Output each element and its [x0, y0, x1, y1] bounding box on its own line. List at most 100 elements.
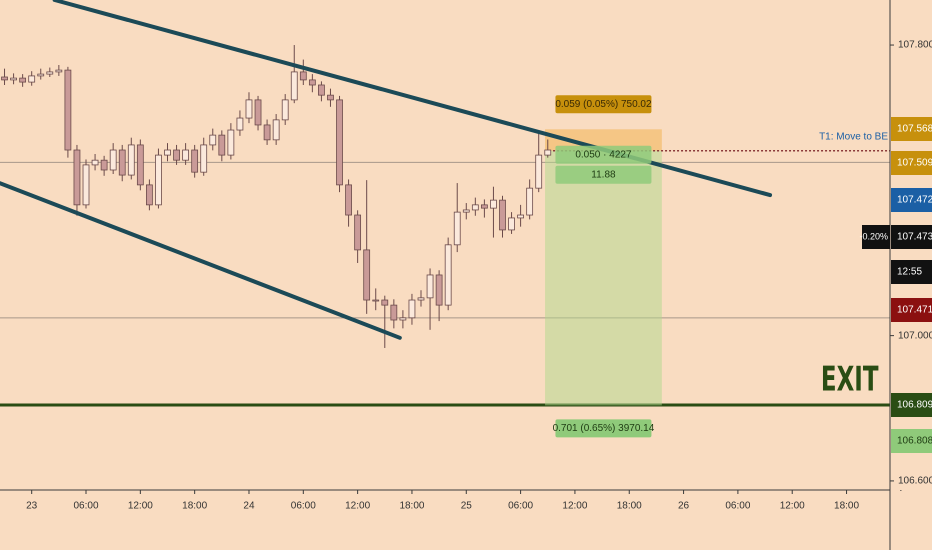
candle-body [345, 184, 352, 216]
position-label-box [555, 165, 652, 184]
x-tick-label: 18:00 [834, 501, 859, 512]
candle-body [462, 209, 470, 213]
price-label-box [891, 298, 932, 322]
candle-body [372, 299, 380, 302]
candle-body [399, 317, 407, 321]
x-tick-label: 18:00 [617, 501, 642, 512]
position-label-box [555, 95, 652, 114]
candle-body [91, 159, 99, 166]
x-tick-label: 12:00 [345, 501, 370, 512]
candle-body [73, 149, 81, 206]
candle-body [64, 69, 72, 151]
candle-body [127, 144, 135, 176]
candle-body [209, 134, 217, 146]
candle-body [435, 274, 443, 306]
price-label-box [891, 151, 932, 175]
y-tick-label: 107.000 [898, 330, 932, 341]
candle-body [480, 204, 488, 209]
candle-body [526, 187, 534, 216]
candle-body [308, 79, 316, 86]
change-badge-box [862, 225, 890, 249]
candle-body [236, 117, 244, 131]
position-label: 0.059 (0.05%) 750.02 [555, 99, 652, 110]
price-label: 106.808 [897, 436, 932, 447]
candle-body [417, 297, 425, 301]
x-tick-label: 06:00 [291, 501, 316, 512]
price-label-box [891, 117, 932, 141]
candle-body [245, 99, 253, 119]
candle-body [408, 299, 416, 319]
candle-body [164, 149, 171, 156]
level-label: T1: Move to BE [819, 131, 888, 142]
price-label-box [891, 393, 932, 417]
candle-body [354, 214, 362, 251]
price-label-box [891, 188, 932, 212]
candle-body [272, 119, 280, 141]
candle-body [535, 154, 543, 189]
candle-body [490, 199, 497, 209]
candle-body [263, 124, 271, 141]
x-tick-label: 25 [461, 501, 473, 512]
candle-body [363, 249, 371, 301]
price-label: 107.471 [897, 305, 932, 316]
x-tick-label: 06:00 [725, 501, 750, 512]
x-tick-label: 12:00 [128, 501, 153, 512]
y-tick-label: 107.800 [898, 40, 932, 51]
candle-body [1, 76, 8, 81]
candle-body [82, 164, 90, 206]
x-tick-label: 12:00 [780, 501, 805, 512]
time-axis-bg [0, 490, 890, 550]
candle-body [46, 71, 54, 75]
x-tick-label: 18:00 [182, 501, 207, 512]
candle-body [281, 99, 289, 121]
candle-body [10, 77, 17, 81]
position-label: 11.88 [591, 169, 616, 180]
price-label: 107.472 [897, 195, 932, 206]
candle-body [426, 274, 434, 299]
candle-body [517, 214, 524, 219]
x-tick-label: 06:00 [73, 501, 98, 512]
candle-body [100, 159, 108, 171]
candle-body [336, 99, 343, 186]
candle-body [37, 73, 45, 77]
candle-body [544, 149, 552, 156]
candle-body [200, 144, 208, 173]
candle-body [155, 154, 162, 206]
price-label-box [891, 429, 932, 453]
price-label-box [891, 225, 932, 249]
trendline [0, 181, 402, 340]
position-label: 0.050 · 4227 [575, 149, 632, 160]
candle-body [327, 94, 334, 101]
candle-body [499, 199, 506, 231]
candle-body [290, 71, 298, 101]
position-label: 0.701 (0.65%) 3970.14 [553, 423, 655, 434]
x-tick-label: 12:00 [562, 501, 587, 512]
candle-body [318, 84, 325, 96]
candle-body [453, 211, 461, 246]
price-label: 107.568 [897, 124, 932, 135]
candle-body [109, 149, 117, 171]
price-label: 106.809 [897, 400, 932, 411]
target-zone [545, 150, 662, 406]
candle-body [299, 71, 307, 81]
price-label-box [891, 260, 932, 284]
x-tick-label: 24 [243, 501, 255, 512]
x-tick-label: 26 [678, 501, 690, 512]
candle-body [381, 299, 389, 306]
x-tick-label: 18:00 [399, 501, 424, 512]
price-label: 12:55 [897, 267, 922, 278]
candle-body [118, 149, 126, 176]
candle-body [508, 217, 515, 231]
candle-body [218, 134, 226, 156]
candle-body [28, 75, 36, 83]
x-tick-label: 06:00 [508, 501, 533, 512]
candle-body [182, 149, 189, 161]
candle-body [390, 304, 398, 321]
candle-body [227, 129, 235, 156]
position-label-box [555, 419, 652, 438]
plot-area: EXIT T1: Move to BE 0.059 (0.05%) 750.02 0.… [0, 0, 890, 438]
y-tick-label: 106.600 [898, 476, 932, 487]
candle-body [136, 144, 144, 186]
